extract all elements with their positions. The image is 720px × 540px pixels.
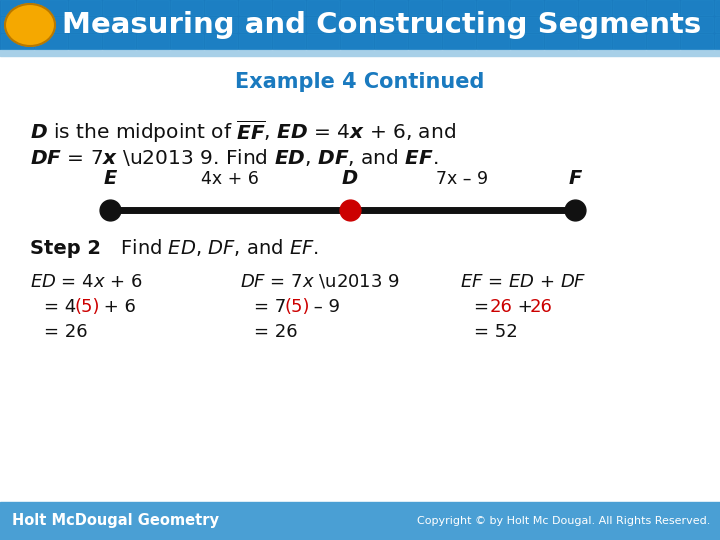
Bar bbox=[103, 34, 135, 49]
Bar bbox=[409, 34, 441, 49]
Bar bbox=[341, 17, 373, 32]
Bar bbox=[511, 34, 543, 49]
Bar bbox=[443, 0, 475, 15]
Bar bbox=[511, 0, 543, 15]
Bar bbox=[579, 0, 611, 15]
Bar bbox=[0, 502, 720, 540]
Text: Holt McDougal Geometry: Holt McDougal Geometry bbox=[12, 514, 219, 529]
Bar bbox=[477, 34, 509, 49]
Bar bbox=[35, 0, 67, 15]
Bar bbox=[409, 17, 441, 32]
Text: = 26: = 26 bbox=[44, 323, 88, 341]
Text: + 6: + 6 bbox=[98, 298, 136, 316]
Bar bbox=[647, 0, 679, 15]
Text: = 7: = 7 bbox=[254, 298, 287, 316]
Bar bbox=[137, 0, 169, 15]
Text: (5): (5) bbox=[284, 298, 310, 316]
Bar bbox=[715, 34, 720, 49]
Bar bbox=[341, 34, 373, 49]
Text: Copyright © by Holt Mc Dougal. All Rights Reserved.: Copyright © by Holt Mc Dougal. All Right… bbox=[417, 516, 710, 526]
Bar bbox=[477, 0, 509, 15]
Text: = 4: = 4 bbox=[44, 298, 76, 316]
Bar bbox=[239, 34, 271, 49]
Bar bbox=[0, 50, 720, 56]
Bar bbox=[273, 17, 305, 32]
Bar bbox=[477, 17, 509, 32]
Bar bbox=[137, 17, 169, 32]
Text: E: E bbox=[103, 169, 117, 188]
Bar bbox=[375, 17, 407, 32]
Bar bbox=[307, 34, 339, 49]
Bar bbox=[273, 0, 305, 15]
Bar bbox=[613, 0, 645, 15]
Bar bbox=[103, 17, 135, 32]
Text: Step 2: Step 2 bbox=[30, 239, 101, 258]
Bar bbox=[443, 34, 475, 49]
Text: 7x – 9: 7x – 9 bbox=[436, 170, 489, 188]
Bar bbox=[69, 17, 101, 32]
Text: =: = bbox=[474, 298, 495, 316]
Text: $\it{DF}$ = 7$\it{x}$ \u2013 9: $\it{DF}$ = 7$\it{x}$ \u2013 9 bbox=[240, 273, 400, 291]
Text: +: + bbox=[512, 298, 539, 316]
Text: 4x + 6: 4x + 6 bbox=[201, 170, 259, 188]
Bar bbox=[409, 0, 441, 15]
Text: 26: 26 bbox=[490, 298, 513, 316]
Bar bbox=[545, 17, 577, 32]
Bar bbox=[443, 17, 475, 32]
Text: = 26: = 26 bbox=[254, 323, 297, 341]
Bar bbox=[171, 0, 203, 15]
Text: Measuring and Constructing Segments: Measuring and Constructing Segments bbox=[62, 11, 701, 39]
Bar bbox=[375, 34, 407, 49]
Ellipse shape bbox=[5, 4, 55, 46]
Text: 26: 26 bbox=[530, 298, 553, 316]
Bar bbox=[307, 0, 339, 15]
Bar bbox=[69, 34, 101, 49]
Text: F: F bbox=[568, 169, 582, 188]
Bar bbox=[681, 0, 713, 15]
Bar bbox=[307, 17, 339, 32]
Bar bbox=[681, 34, 713, 49]
Bar bbox=[545, 34, 577, 49]
Text: $\bfit{DF}$ = 7$\bfit{x}$ \u2013 9. Find $\bfit{ED}$, $\bfit{DF}$, and $\bfit{EF: $\bfit{DF}$ = 7$\bfit{x}$ \u2013 9. Find… bbox=[30, 146, 438, 167]
Bar bbox=[205, 17, 237, 32]
Bar bbox=[1, 17, 33, 32]
Bar bbox=[205, 0, 237, 15]
Text: (5): (5) bbox=[74, 298, 99, 316]
Bar bbox=[375, 0, 407, 15]
Bar bbox=[341, 0, 373, 15]
Bar bbox=[1, 34, 33, 49]
Text: Find $\it{ED}$, $\it{DF}$, and $\it{EF}$.: Find $\it{ED}$, $\it{DF}$, and $\it{EF}$… bbox=[108, 238, 319, 259]
Bar bbox=[545, 0, 577, 15]
Bar bbox=[579, 34, 611, 49]
Bar bbox=[715, 17, 720, 32]
Bar bbox=[681, 17, 713, 32]
Text: $\it{ED}$ = 4$\it{x}$ + 6: $\it{ED}$ = 4$\it{x}$ + 6 bbox=[30, 273, 143, 291]
Bar bbox=[239, 17, 271, 32]
Bar bbox=[205, 34, 237, 49]
Bar bbox=[35, 17, 67, 32]
Bar bbox=[171, 17, 203, 32]
Bar bbox=[103, 0, 135, 15]
Bar bbox=[715, 0, 720, 15]
Bar bbox=[1, 0, 33, 15]
Text: D: D bbox=[342, 169, 358, 188]
Bar bbox=[579, 17, 611, 32]
Bar bbox=[0, 0, 720, 50]
Bar bbox=[647, 17, 679, 32]
Text: Example 4 Continued: Example 4 Continued bbox=[235, 72, 485, 92]
Bar bbox=[171, 34, 203, 49]
Bar bbox=[35, 34, 67, 49]
Bar bbox=[511, 17, 543, 32]
Bar bbox=[69, 0, 101, 15]
Bar bbox=[137, 34, 169, 49]
Bar bbox=[613, 34, 645, 49]
Text: $\bfit{D}$ is the midpoint of $\overline{\bfit{EF}}$, $\bfit{ED}$ = 4$\bfit{x}$ : $\bfit{D}$ is the midpoint of $\overline… bbox=[30, 118, 456, 145]
Text: = 52: = 52 bbox=[474, 323, 518, 341]
Bar bbox=[273, 34, 305, 49]
Bar bbox=[613, 17, 645, 32]
Bar bbox=[647, 34, 679, 49]
Text: – 9: – 9 bbox=[308, 298, 340, 316]
Bar bbox=[239, 0, 271, 15]
Text: $\it{EF}$ = $\it{ED}$ + $\it{DF}$: $\it{EF}$ = $\it{ED}$ + $\it{DF}$ bbox=[460, 273, 586, 291]
